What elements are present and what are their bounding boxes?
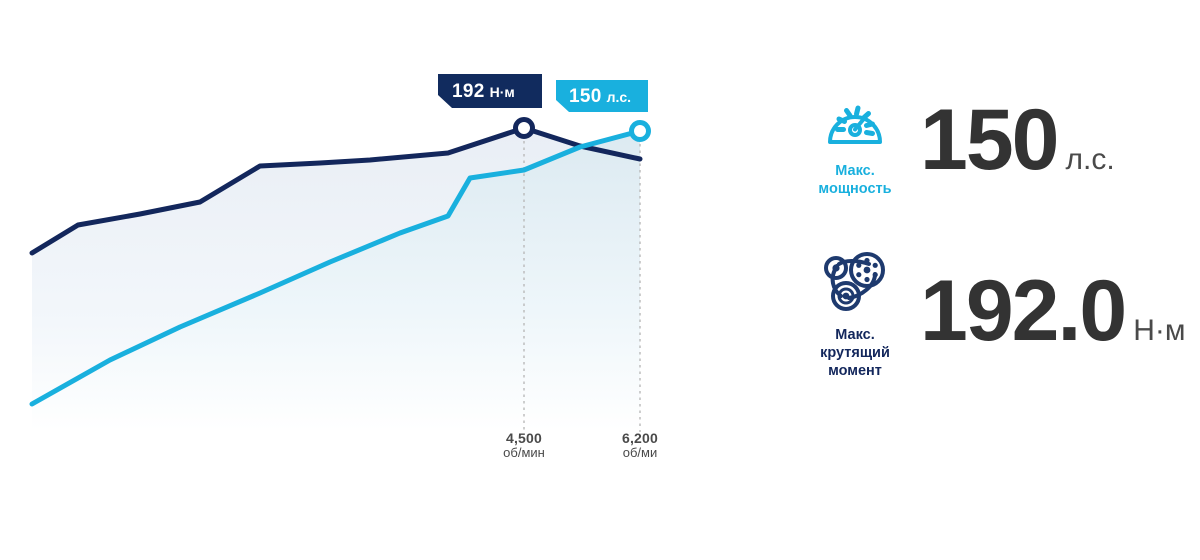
power-area-fill	[32, 131, 640, 430]
torque-value: 192.0	[920, 263, 1127, 360]
power-value-column: 150 л.с.	[920, 92, 1115, 189]
stat-max-torque: Макс. крутящий момент 192.0 Н·м	[790, 244, 1186, 380]
power-unit: л.с.	[1065, 143, 1115, 177]
x-axis-tick-4500-unit: об/мин	[503, 445, 545, 461]
torque-value-badge[interactable]: 192 Н·м	[438, 74, 542, 108]
chart-canvas	[29, 117, 651, 432]
torque-caption-line2: крутящий	[820, 345, 890, 362]
torque-badge-value: 192	[452, 81, 485, 102]
power-value: 150	[920, 92, 1059, 189]
torque-icon-column: Макс. крутящий момент	[790, 244, 920, 380]
torque-peak-marker[interactable]	[513, 117, 535, 139]
power-caption-line1: Макс.	[835, 163, 875, 179]
stats-panel: Макс. мощность 150 л.с.	[790, 0, 1200, 560]
torque-badge-unit: Н·м	[489, 84, 515, 100]
torque-caption-line3: момент	[828, 363, 882, 380]
power-caption-line2: мощность	[818, 181, 892, 198]
torque-unit: Н·м	[1133, 314, 1186, 348]
power-caption: Макс. мощность	[818, 162, 891, 198]
performance-chart: 192 Н·м 150 л.с. 4,500 об/мин 6,200 об/м…	[29, 0, 680, 461]
power-icon-column: Макс. мощность	[790, 84, 920, 198]
x-axis-tick-6200: 6,200 об/ми	[600, 430, 680, 461]
x-axis-tick-6200-value: 6,200	[621, 430, 659, 446]
power-line	[29, 128, 643, 407]
torque-caption-line1: Макс.	[835, 327, 875, 343]
torque-caption: Макс. крутящий момент	[820, 326, 890, 380]
power-badge-unit: л.с.	[606, 89, 632, 105]
power-value-badge[interactable]: 150 л.с.	[556, 80, 648, 112]
power-badge-value: 150	[569, 86, 602, 107]
x-axis-tick-6200-unit: об/ми	[622, 445, 658, 461]
pulley-belt-icon	[824, 252, 885, 311]
x-axis-tick-4500-value: 4,500	[505, 430, 543, 446]
gauge-icon	[828, 105, 882, 144]
torque-value-column: 192.0 Н·м	[920, 263, 1186, 360]
stat-max-power: Макс. мощность 150 л.с.	[790, 84, 1115, 198]
x-axis-tick-4500: 4,500 об/мин	[484, 430, 564, 461]
torque-line	[29, 125, 643, 256]
power-peak-marker[interactable]	[629, 120, 651, 142]
